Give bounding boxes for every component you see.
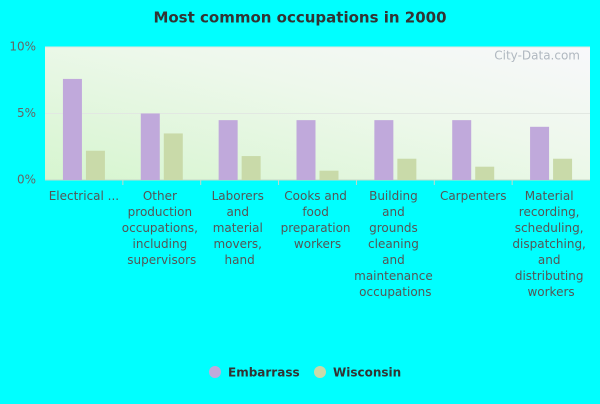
bar — [553, 158, 573, 180]
chart-title: Most common occupations in 2000 — [153, 9, 446, 27]
bar — [218, 120, 238, 180]
x-tick-label: Laborers and material movers, hand — [212, 189, 268, 267]
y-tick-label: 0% — [17, 173, 36, 187]
watermark: City-Data.com — [494, 49, 580, 63]
y-tick-label: 5% — [17, 106, 36, 120]
x-tick-label: Electrical ... — [49, 189, 119, 203]
bar — [140, 113, 160, 180]
bar — [475, 166, 495, 180]
legend-swatch — [314, 366, 326, 378]
legend-label: Embarrass — [228, 366, 300, 380]
x-tick-label: Material recording, scheduling, dispatch… — [512, 189, 589, 299]
bar — [85, 150, 105, 180]
bar — [62, 78, 82, 180]
x-tick-label: Building and grounds cleaning and mainte… — [354, 189, 436, 299]
bar — [296, 120, 316, 180]
bar — [374, 120, 394, 180]
bar — [319, 170, 339, 180]
bar — [163, 133, 183, 180]
bar — [397, 158, 417, 180]
bar — [452, 120, 472, 180]
legend-label: Wisconsin — [333, 366, 401, 380]
x-tick-label: Other production occupations, including … — [122, 189, 202, 267]
legend-swatch — [209, 366, 221, 378]
x-tick-label: Cooks and food preparation workers — [281, 189, 355, 251]
bar — [241, 156, 261, 180]
x-tick-label: Carpenters — [440, 189, 507, 203]
bar — [530, 126, 550, 180]
y-tick-label: 10% — [9, 40, 36, 54]
